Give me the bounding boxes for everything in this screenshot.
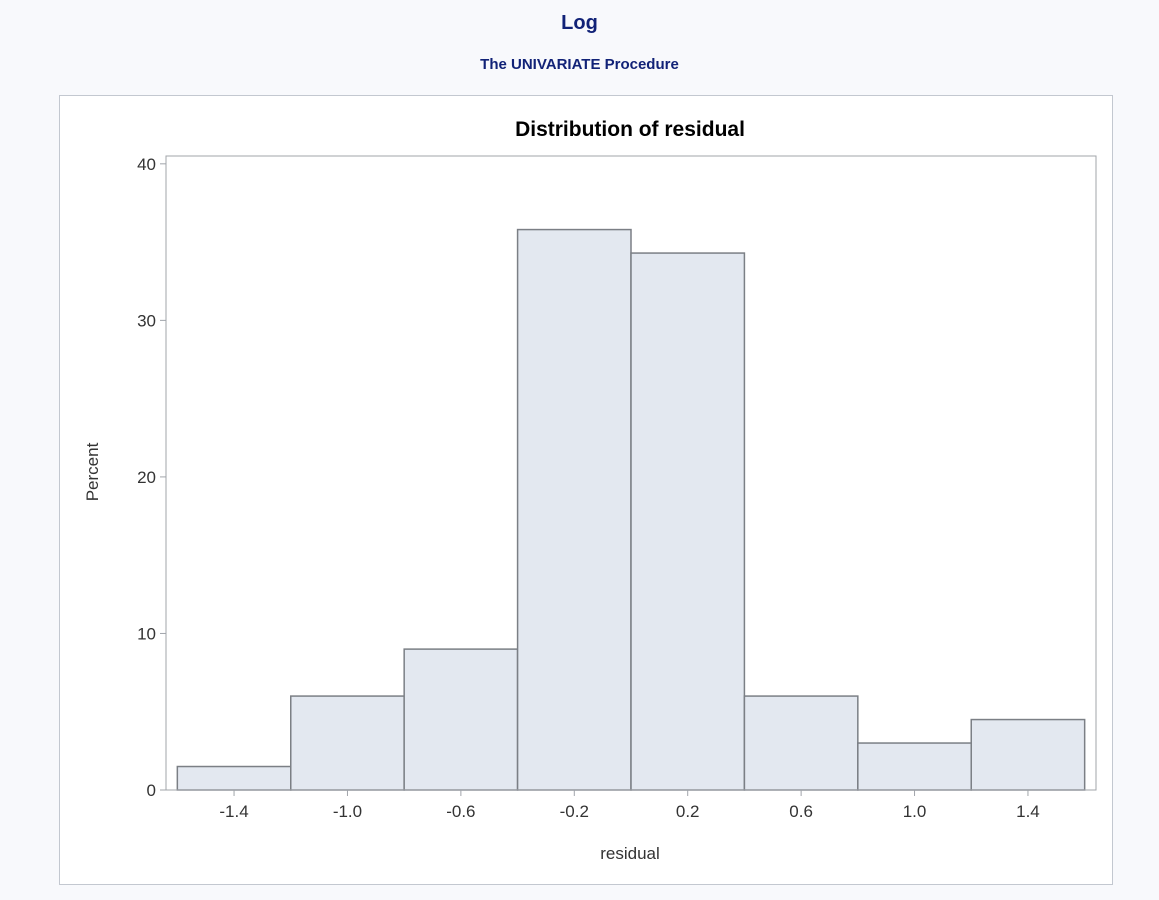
x-tick-label: -0.6 — [446, 802, 475, 821]
histogram-bar — [176, 765, 292, 791]
chart-frame: Distribution of residual 0 10 20 30 40 -1.4-… — [59, 95, 1113, 885]
y-tick-label: 30 — [137, 311, 156, 330]
x-tick-label: 0.2 — [676, 802, 700, 821]
x-tick-label: 0.6 — [789, 802, 813, 821]
y-tick-label: 10 — [137, 624, 156, 643]
histogram-bar — [630, 252, 746, 791]
histogram-bar — [516, 228, 632, 791]
histogram-bar — [857, 742, 972, 791]
x-tick-label: 1.0 — [903, 802, 927, 821]
histogram-bar — [743, 695, 859, 791]
y-tick-label: 40 — [137, 155, 156, 174]
y-axis: 0 10 20 30 40 — [137, 155, 166, 800]
chart-title: Distribution of residual — [515, 118, 745, 141]
histogram-bar — [403, 648, 519, 791]
y-axis-label: Percent — [83, 442, 102, 501]
x-tick-label: -0.2 — [560, 802, 589, 821]
x-axis: -1.4 -1.0 -0.6 -0.2 0.2 0.6 1.0 1.4 — [219, 790, 1040, 821]
plot-area-frame — [165, 155, 1097, 791]
page-title: Log — [561, 12, 598, 34]
x-tick-label: -1.4 — [219, 802, 248, 821]
x-tick-label: 1.4 — [1016, 802, 1040, 821]
histogram-bar — [970, 718, 1086, 791]
page-subtitle: The UNIVARIATE Procedure — [480, 56, 679, 73]
x-tick-label: -1.0 — [333, 802, 362, 821]
y-tick-label: 20 — [137, 468, 156, 487]
y-tick-label: 0 — [147, 781, 156, 800]
x-axis-label: residual — [600, 844, 660, 863]
histogram-bar — [290, 695, 405, 791]
histogram-bars — [176, 228, 1086, 791]
